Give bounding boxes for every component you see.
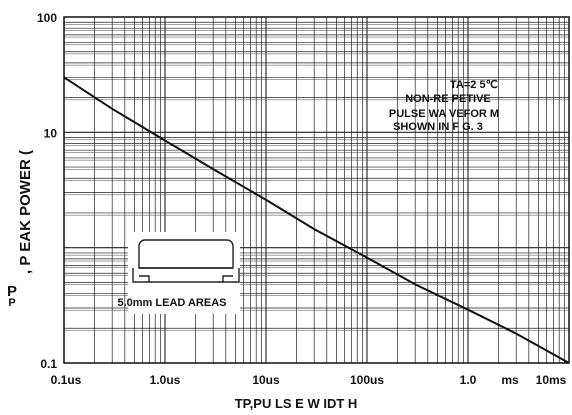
annotation-block: TA=2 5℃ NON-RE PETIVE PULSE WA VEFOR M S… [389, 79, 499, 133]
package-inset: 5.0mm LEAD AREAS [117, 232, 240, 314]
plot-frame [63, 16, 570, 364]
annotation-line: PULSE WA VEFOR M [389, 108, 499, 120]
smd-package-icon [132, 239, 240, 283]
annotation-line: TA=2 5℃ [450, 79, 498, 91]
x-tick-label: 100us [350, 373, 384, 387]
y-tick-label: 0.1 [40, 357, 57, 371]
y-axis-prefix: P [7, 283, 17, 300]
x-tick-label: 0.1us [51, 373, 82, 387]
y-axis-prefix: P [8, 297, 15, 309]
series-line [63, 76, 570, 364]
x-tick-label: 1.0 [460, 373, 477, 387]
annotation-line: SHOWN IN F G. 3 [393, 121, 483, 133]
x-axis-title: TP,PU LS E W IDT H [235, 396, 358, 411]
x-tick-label: 10ms [536, 373, 567, 387]
y-tick-label: 10 [44, 126, 58, 140]
y-tick-labels: 0.1 10 100 [37, 11, 57, 371]
y-tick-label: 100 [37, 11, 57, 25]
y-axis-title: , P EAK POWER ( [17, 150, 34, 274]
inset-background [128, 232, 240, 314]
annotation-line: NON-RE PETIVE [405, 93, 491, 105]
x-tick-label: 1.0us [150, 373, 181, 387]
x-tick-label: ms [501, 373, 519, 387]
x-tick-label: 10us [252, 373, 280, 387]
inset-label: 5.0mm LEAD AREAS [117, 297, 226, 309]
x-tick-labels: 0.1us 1.0us 10us 100us 1.0 ms 10ms [51, 373, 567, 387]
